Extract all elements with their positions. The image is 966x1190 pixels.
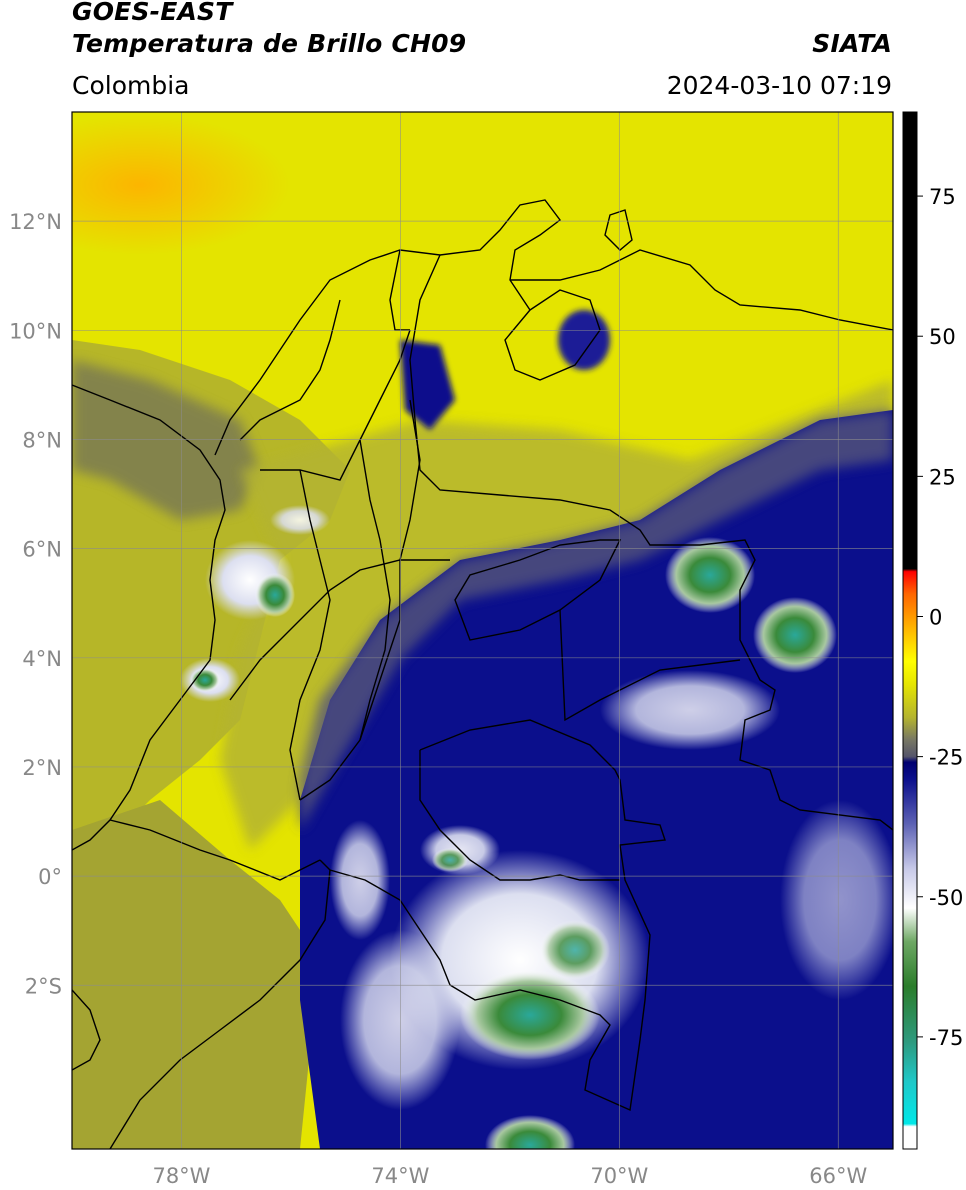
- colombia-venezuela-border: [409, 254, 893, 831]
- colorbar-tick-label: 0: [929, 605, 942, 629]
- southwest-olive-zone: [72, 800, 320, 1149]
- arauca-region: [454, 539, 622, 641]
- colorbar-gradient: [902, 111, 918, 1150]
- lon-tick-label: 74°W: [371, 1164, 429, 1188]
- lat-tick-label: 2°S: [25, 974, 62, 998]
- ecuador-peru-border: [109, 869, 331, 1149]
- putumayo-border: [419, 750, 620, 881]
- colorbar-tick-label: -50: [929, 886, 963, 910]
- pacific-coast-convection: [190, 668, 220, 692]
- cordillera-east: [359, 399, 421, 741]
- caqueta-convection: [432, 848, 468, 872]
- timestamp-label: 2024-03-10 07:19: [666, 71, 892, 100]
- colorbar-tick-label: -75: [929, 1026, 963, 1050]
- uraba-cirrus: [270, 505, 330, 535]
- putumayo-cirrus: [330, 820, 390, 940]
- amazon-convection-north: [540, 920, 610, 980]
- grid-lines: [72, 112, 893, 1149]
- cordoba-border: [239, 299, 341, 441]
- gulf-guayaquil: [72, 989, 101, 1071]
- pacific-coastline: [72, 384, 226, 851]
- lat-tick-label: 10°N: [9, 319, 62, 343]
- orinoco-cirrus: [600, 670, 780, 750]
- amazon-deep-convection: [460, 970, 600, 1060]
- latitude-tick-labels: 12°N 10°N 8°N 6°N 4°N 2°N 0° 2°S: [9, 210, 62, 998]
- colorbar: 75 50 25 0 -25 -50 -75: [902, 111, 963, 1150]
- paraguana: [604, 209, 633, 251]
- southwest-cirrus: [340, 930, 460, 1110]
- casanare-vichada-border: [559, 609, 741, 722]
- product-title: Temperatura de Brillo CH09: [72, 29, 467, 58]
- brightness-temperature-field: [72, 112, 893, 1149]
- lon-tick-label: 66°W: [809, 1164, 867, 1188]
- lat-tick-label: 4°N: [22, 647, 62, 671]
- east-cirrus: [780, 800, 893, 1000]
- cold-cloud-edge: [300, 410, 893, 830]
- lat-tick-label: 12°N: [9, 210, 62, 234]
- panama-darkish-zone: [72, 360, 260, 520]
- colorbar-tick-label: -25: [929, 746, 963, 770]
- colorbar-tick-label: 50: [929, 325, 956, 349]
- venezuela-coast: [510, 249, 893, 331]
- colorbar-tick-label: 25: [929, 465, 956, 489]
- brand-label: SIATA: [812, 29, 892, 58]
- lon-tick-label: 70°W: [590, 1164, 648, 1188]
- choco-convection: [255, 573, 295, 617]
- caribbean-coastline: [214, 199, 561, 456]
- country-borders: [72, 199, 893, 1149]
- maracaibo-cloud: [558, 310, 610, 370]
- amazon-border: [319, 719, 666, 1112]
- vichada-convection: [665, 537, 755, 613]
- lake-maracaibo: [504, 289, 601, 381]
- warm-patch-caribbean: [72, 115, 290, 255]
- south-convection: [485, 1115, 575, 1149]
- lat-tick-label: 6°N: [22, 538, 62, 562]
- ecuador-border: [109, 819, 321, 881]
- satellite-title: GOES-EAST: [72, 0, 233, 26]
- region-label: Colombia: [72, 71, 190, 100]
- venezuela-convection: [753, 597, 837, 673]
- plot-frame: [71, 111, 894, 1150]
- lat-tick-label: 2°N: [22, 756, 62, 780]
- longitude-tick-labels: 78°W 74°W 70°W 66°W: [152, 1164, 867, 1188]
- cordillera-west: [289, 469, 331, 801]
- lon-tick-label: 78°W: [152, 1164, 210, 1188]
- colorbar-tick-label: 75: [929, 185, 956, 209]
- lat-tick-label: 0°: [38, 865, 62, 889]
- lat-tick-label: 8°N: [22, 428, 62, 452]
